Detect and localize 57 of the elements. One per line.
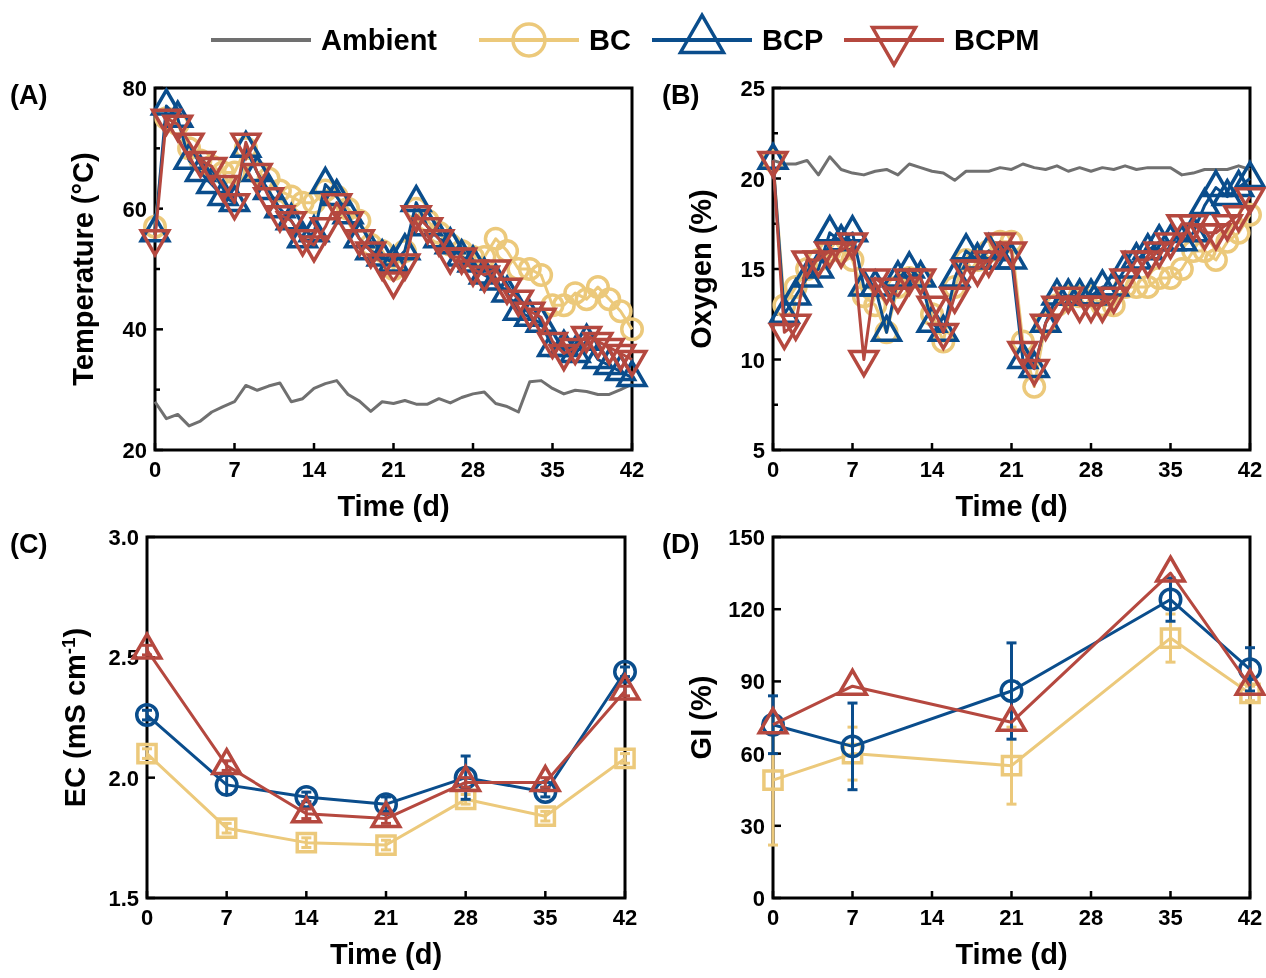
x-tick-label: 28 <box>1078 457 1104 482</box>
chart-title: (D) <box>662 529 700 559</box>
y-tick-label: 2.0 <box>108 765 139 791</box>
x-tick-label: 14 <box>301 457 327 482</box>
y-tick-label: 10 <box>740 347 765 373</box>
y-tick-label: 150 <box>728 525 765 550</box>
x-axis-title: Time (d) <box>955 938 1068 970</box>
y-tick-label: 25 <box>740 76 765 101</box>
chart-title: (A) <box>10 80 48 110</box>
x-tick-label: 42 <box>1237 457 1263 482</box>
x-tick-label: 21 <box>999 457 1024 482</box>
y-tick-label: 120 <box>728 597 765 623</box>
y-tick-label: 0 <box>752 886 765 911</box>
x-axis-title: Time (d) <box>329 938 443 970</box>
x-tick-label: 7 <box>846 457 859 482</box>
legend-label: BCPM <box>954 24 1040 56</box>
x-tick-label: 35 <box>1158 457 1183 482</box>
x-tick-label: 42 <box>1237 905 1263 930</box>
y-tick-label: 60 <box>122 196 147 222</box>
x-axis-title: Time (d) <box>337 490 450 522</box>
x-tick-label: 14 <box>919 457 945 482</box>
y-axis-title: GI (%) <box>685 675 717 760</box>
y-tick-label: 90 <box>740 669 765 695</box>
y-tick-label: 20 <box>740 166 765 192</box>
x-tick-label: 42 <box>612 905 638 930</box>
x-axis-title: Time (d) <box>955 490 1068 522</box>
x-tick-label: 28 <box>460 457 486 482</box>
y-tick-label: 20 <box>122 438 147 463</box>
chart-title: (C) <box>10 529 48 559</box>
y-tick-label: 40 <box>122 317 147 343</box>
x-tick-label: 7 <box>220 905 233 930</box>
y-tick-label: 1.5 <box>108 886 139 911</box>
legend-label: Ambient <box>321 24 438 56</box>
x-tick-label: 35 <box>540 457 565 482</box>
x-tick-label: 42 <box>619 457 645 482</box>
x-tick-label: 28 <box>1078 905 1104 930</box>
legend-label: BCP <box>762 24 824 56</box>
x-tick-label: 28 <box>453 905 478 930</box>
x-tick-label: 7 <box>846 905 859 930</box>
y-tick-label: 5 <box>752 438 765 463</box>
y-tick-label: 30 <box>740 813 765 839</box>
x-tick-label: 14 <box>294 905 320 930</box>
y-tick-label: 3.0 <box>108 525 139 550</box>
y-axis-title: Oxygen (%) <box>685 189 717 349</box>
x-tick-label: 14 <box>919 905 945 930</box>
y-tick-label: 60 <box>740 741 765 767</box>
legend-label: BC <box>589 24 631 56</box>
x-tick-label: 21 <box>373 905 399 930</box>
chart-title: (B) <box>662 80 700 110</box>
y-axis-title: Temperature (°C) <box>67 152 99 386</box>
x-tick-label: 21 <box>999 905 1024 930</box>
x-tick-label: 35 <box>1158 905 1183 930</box>
y-tick-label: 15 <box>740 257 765 282</box>
y-tick-label: 80 <box>122 76 147 101</box>
x-tick-label: 7 <box>228 457 241 482</box>
x-tick-label: 21 <box>381 457 406 482</box>
x-tick-label: 35 <box>533 905 558 930</box>
